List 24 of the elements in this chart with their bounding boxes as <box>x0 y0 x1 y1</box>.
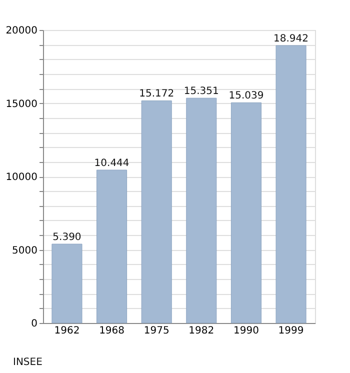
x-tick-label: 1982 <box>188 326 214 336</box>
y-tick-label: 5000 <box>12 245 38 256</box>
x-tick-label: 1999 <box>278 326 304 336</box>
bar <box>276 45 306 324</box>
x-tick-label: 1968 <box>99 326 125 336</box>
data-label: 10.444 <box>94 158 130 169</box>
data-label: 15.351 <box>184 86 219 98</box>
bar <box>52 244 82 324</box>
text: INSEE <box>13 357 42 368</box>
x-tick-label: 1975 <box>144 326 170 336</box>
data-label: 15.172 <box>139 88 174 100</box>
y-tick-label: 15000 <box>6 98 38 110</box>
y-tick-label: 20000 <box>6 26 38 36</box>
data-label: 15.039 <box>228 90 264 102</box>
bar <box>186 98 217 324</box>
y-tick-label: 0 <box>31 318 38 330</box>
bar <box>230 102 262 324</box>
x-tick-label: 1990 <box>233 326 259 336</box>
x-tick-label: 1962 <box>54 326 80 336</box>
bar <box>141 100 172 324</box>
data-label: 5.390 <box>52 232 82 244</box>
y-tick-label: 10000 <box>6 172 38 183</box>
bar <box>96 170 128 324</box>
data-label: 18.942 <box>274 34 309 44</box>
